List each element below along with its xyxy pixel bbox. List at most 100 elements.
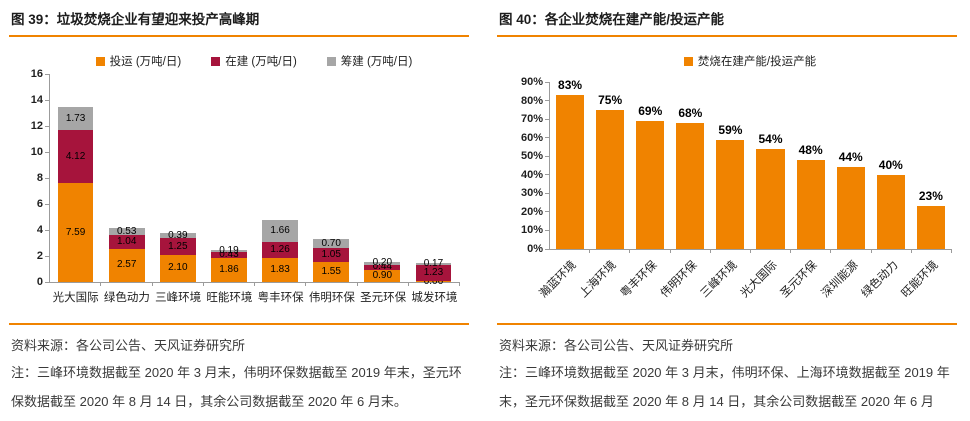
figure-39-title-rule xyxy=(9,35,469,37)
bar-value-label: 75% xyxy=(598,92,623,107)
bar: 68% xyxy=(676,106,705,249)
bar-segment: 59% xyxy=(716,123,745,249)
bar-value-label: 40% xyxy=(878,157,903,172)
bar-column: 40% xyxy=(871,83,911,249)
bar: 69% xyxy=(636,104,665,249)
figure-40-legend: 焚烧在建产能/投运产能 xyxy=(549,53,951,69)
bar-value-label: 44% xyxy=(838,150,863,165)
stacked-bar: 0.90 0.44 0.20 xyxy=(364,258,401,282)
y-axis-tick xyxy=(545,100,550,102)
bar-segment: 1.66 xyxy=(262,220,298,242)
legend-marker-square xyxy=(95,56,105,66)
bar: 40% xyxy=(876,158,905,249)
bar-value-label: 0.43 xyxy=(219,249,239,261)
bar-segment: 0.43 xyxy=(211,249,247,261)
bars-area: 83% 75% 69% 68% 59% 54% 48% 44% 40% 23% xyxy=(550,78,951,249)
y-axis-tick-label: 10 xyxy=(30,146,43,158)
y-axis-tick xyxy=(45,73,50,75)
y-axis-tick-label: 12 xyxy=(30,120,43,132)
y-axis-tick-label: 4 xyxy=(36,224,43,236)
figure-40-source: 资料来源：各公司公告、天风证券研究所 xyxy=(499,338,734,353)
bar-value-label: 1.05 xyxy=(321,249,341,261)
bar-segment: 7.59 xyxy=(57,183,94,282)
figure-39-source: 资料来源：各公司公告、天风证券研究所 xyxy=(11,338,246,353)
figure-39-panel: 图 39：垃圾焚烧企业有望迎来投产高峰期 投运 (万吨/日) 在建 (万吨/日) 筹… xyxy=(9,12,469,409)
x-axis-label-text: 绿色动力 xyxy=(859,259,901,301)
figure-39-chart: 投运 (万吨/日) 在建 (万吨/日) 筹建 (万吨/日) 0 2 4 6 8 10 12 14 1… xyxy=(9,37,469,323)
x-axis-label: 绿色动力 xyxy=(103,292,150,304)
x-axis-tick xyxy=(407,282,409,286)
y-axis-tick-label: 30% xyxy=(520,187,543,200)
bar-value-label: 54% xyxy=(758,131,783,146)
y-axis-tick xyxy=(45,125,50,127)
y-axis-tick-label: 8 xyxy=(36,172,43,184)
bar-segment: 0.06 xyxy=(415,276,452,286)
stacked-bar: 2.57 1.04 0.53 xyxy=(108,225,145,282)
bar-column: 69% xyxy=(630,83,670,249)
bar: 23% xyxy=(916,189,945,249)
bars-area: 7.59 4.12 1.73 2.57 1.04 0.53 2.10 1.25 0.39 1.86… xyxy=(50,75,459,286)
x-axis-tick xyxy=(202,282,204,286)
y-axis-tick-label: 10% xyxy=(520,224,543,237)
bar-value-label: 1.66 xyxy=(270,225,290,237)
bar-segment: 0.90 xyxy=(364,270,401,282)
figure-39-note: 注：三峰环境数据截至 2020 年 3 月末，伟明环保数据截至 2019 年末，… xyxy=(11,365,462,409)
bar-segment: 0.39 xyxy=(159,230,196,240)
bar-column: 54% xyxy=(750,83,790,249)
legend-label: 在建 (万吨/日) xyxy=(225,56,297,68)
y-axis-tick xyxy=(545,248,550,250)
bar-segment: 1.73 xyxy=(57,107,94,130)
y-axis-tick xyxy=(45,177,50,179)
x-axis-tick xyxy=(100,282,102,286)
x-axis-label-text: 旺能环境 xyxy=(899,259,941,301)
stacked-bar: 1.86 0.43 0.19 xyxy=(211,246,247,282)
x-axis-label: 城发环境 xyxy=(411,292,458,304)
stacked-bar: 0.061.230.17 xyxy=(415,259,452,286)
x-axis-label-text: 粤丰环保 xyxy=(618,259,660,301)
bar-column: 68% xyxy=(670,83,710,249)
bar: 48% xyxy=(796,143,825,249)
y-axis-tick-label: 50% xyxy=(520,150,543,163)
bar-segment: 1.26 xyxy=(262,241,298,259)
bar-segment: 54% xyxy=(756,132,785,249)
bar-segment: 23% xyxy=(916,189,945,249)
bar-value-label: 4.12 xyxy=(65,150,86,162)
figure-40-chart: 焚烧在建产能/投运产能 0% 10% 20% 30% 40% 50% 60% 70% 80% 90… xyxy=(497,37,957,323)
bar-segment: 44% xyxy=(836,150,865,249)
bar-segment: 0.53 xyxy=(108,225,145,237)
bar-segment: 68% xyxy=(676,106,705,249)
bar-value-label: 0.53 xyxy=(116,225,137,237)
bar-value-label: 1.83 xyxy=(270,264,290,276)
bar-column: 59% xyxy=(710,83,750,249)
figure-39-footer-rule xyxy=(9,323,469,325)
legend-marker-square xyxy=(211,56,221,66)
bar-segment: 4.12 xyxy=(57,129,94,184)
x-axis-label-text: 光大国际 xyxy=(738,259,780,301)
bar-column: 2.10 1.25 0.39 xyxy=(152,75,203,282)
y-axis-tick-label: 80% xyxy=(520,94,543,107)
bar-value-label: 1.23 xyxy=(423,267,444,279)
x-axis-label-text: 瀚蓝环境 xyxy=(537,259,579,301)
bar-value-label: 69% xyxy=(638,103,663,118)
legend-marker-square xyxy=(326,56,336,66)
y-axis-tick xyxy=(545,211,550,213)
x-axis-tick xyxy=(790,249,792,253)
bar-column: 23% xyxy=(911,83,951,249)
y-axis-tick-label: 0% xyxy=(527,243,543,255)
y-axis-tick xyxy=(545,118,550,120)
bar-column: 0.061.230.17 xyxy=(408,75,459,286)
y-axis-tick xyxy=(45,151,50,153)
x-axis-tick xyxy=(589,249,591,253)
bar-segment: 48% xyxy=(796,143,825,249)
x-axis-tick xyxy=(750,249,751,253)
y-axis-tick xyxy=(45,99,50,101)
x-axis-label-text: 伟明环保 xyxy=(658,259,700,301)
bar-value-label: 23% xyxy=(918,189,943,204)
y-axis-tick xyxy=(545,81,550,83)
bar-segment: 0.44 xyxy=(364,262,401,272)
y-axis-tick xyxy=(545,229,550,231)
x-axis-tick xyxy=(951,249,952,253)
x-axis-label: 旺能环境 xyxy=(206,292,253,304)
bar-value-label: 1.55 xyxy=(321,265,341,277)
x-axis-tick xyxy=(669,249,671,253)
